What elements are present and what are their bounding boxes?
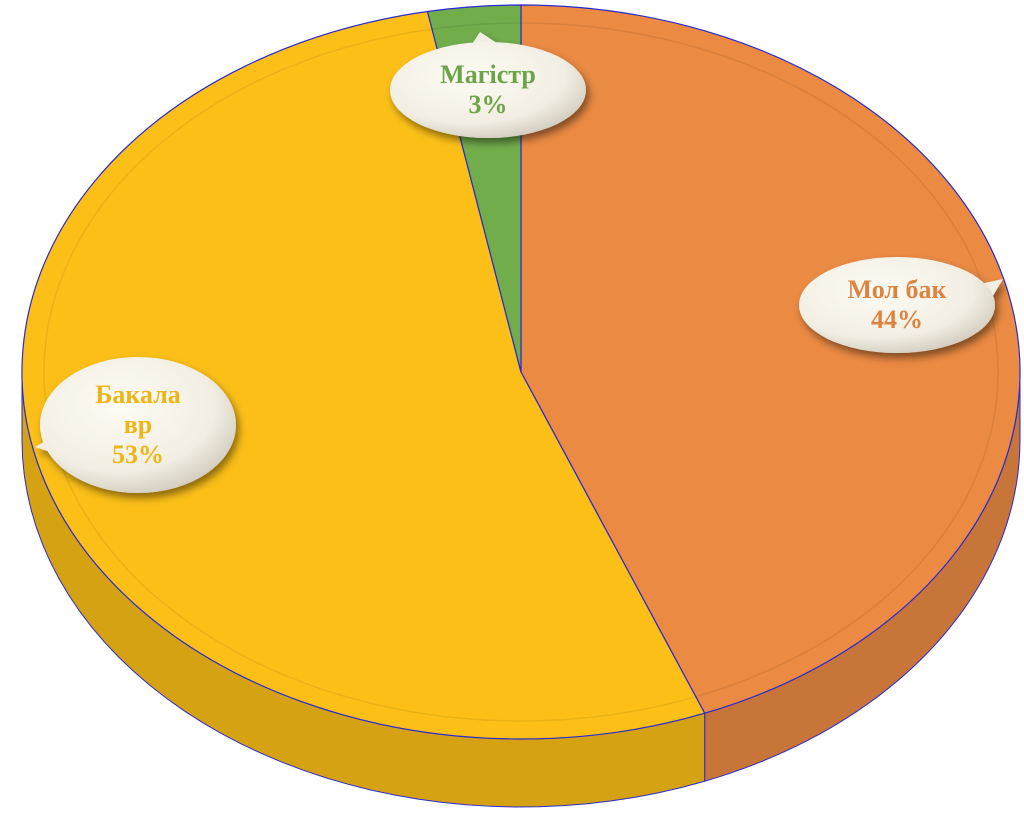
slice (21, 10, 706, 740)
data-label: Магістр 3% (440, 60, 536, 120)
category-label: Бакалавр (95, 380, 181, 439)
category-label: Магістр (440, 60, 536, 89)
callout-bubble (390, 42, 586, 138)
slice (520, 4, 1021, 714)
callout (799, 257, 1003, 353)
rim-highlight (43, 22, 999, 722)
value-label: 44% (871, 305, 923, 334)
callout-bubble (799, 257, 995, 353)
callout (390, 32, 586, 138)
callout (35, 357, 236, 493)
category-label: Мол бак (847, 275, 947, 304)
data-label: Мол бак 44% (827, 275, 967, 335)
value-label: 53% (112, 440, 164, 469)
data-label: Бакалавр 53% (90, 380, 186, 470)
callout-bubble (40, 357, 236, 493)
value-label: 3% (468, 90, 508, 119)
